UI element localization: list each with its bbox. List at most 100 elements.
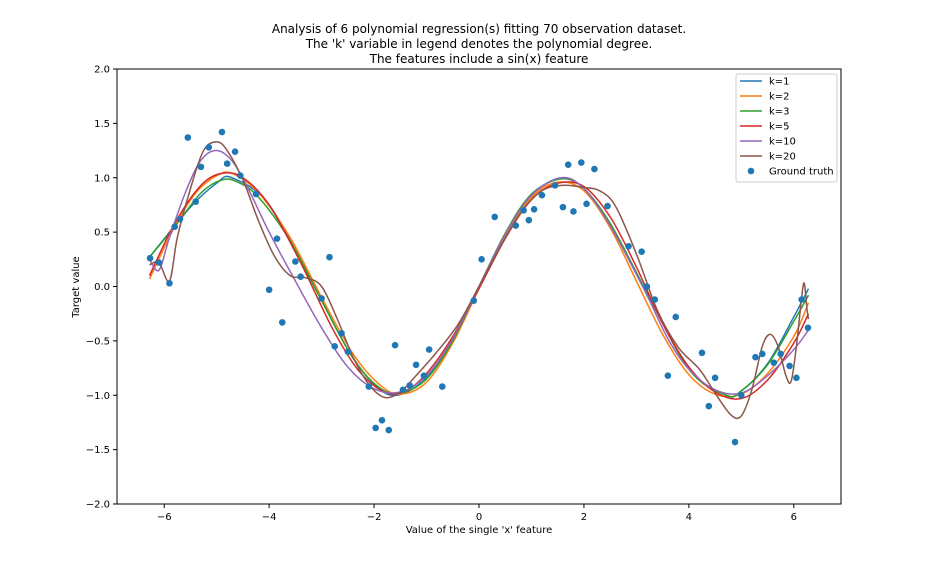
ground-truth-point bbox=[399, 386, 407, 394]
x-axis-label: Value of the single 'x' feature bbox=[406, 525, 553, 536]
ground-truth-point bbox=[171, 223, 179, 230]
y-tick-label: 2.0 bbox=[94, 65, 110, 76]
ground-truth-point bbox=[438, 383, 446, 390]
ground-truth-point bbox=[378, 416, 386, 424]
x-tick-label: −6 bbox=[157, 512, 172, 523]
ground-truth-point bbox=[425, 346, 433, 353]
ground-truth-point bbox=[470, 297, 478, 304]
ground-truth-point bbox=[564, 161, 572, 168]
y-tick-label: 0.0 bbox=[94, 282, 110, 293]
ground-truth-point bbox=[331, 343, 339, 350]
ground-truth-point bbox=[651, 296, 659, 303]
legend-label: Ground truth bbox=[769, 167, 834, 178]
y-tick-label: 1.0 bbox=[94, 173, 110, 184]
legend-label: k=3 bbox=[769, 107, 790, 118]
ground-truth-point bbox=[297, 273, 304, 281]
ground-truth-point bbox=[385, 426, 393, 434]
legend-box bbox=[735, 73, 838, 183]
ground-truth-point bbox=[478, 256, 485, 263]
ground-truth-point bbox=[391, 341, 399, 349]
ground-truth-point bbox=[218, 128, 226, 136]
ground-truth-point bbox=[525, 216, 533, 224]
ground-truth-point bbox=[273, 235, 281, 242]
ground-truth-point bbox=[292, 258, 299, 265]
y-tick-label: −1.5 bbox=[86, 445, 110, 456]
legend-dot-swatch bbox=[747, 167, 755, 175]
ground-truth-point bbox=[578, 159, 585, 166]
ground-truth-point bbox=[231, 148, 239, 155]
y-axis-label: Target value bbox=[71, 256, 82, 318]
ground-truth-point bbox=[551, 182, 559, 189]
series-line-5 bbox=[148, 149, 810, 395]
ground-truth-point bbox=[604, 202, 611, 210]
ground-truth-point bbox=[236, 172, 244, 179]
legend: k=1 k=2 k=3 k=5 k=10 k=20 Ground truth bbox=[735, 73, 838, 183]
ground-truth-point bbox=[155, 259, 163, 266]
title-line-3: The features include a sin(x) feature bbox=[369, 52, 589, 66]
title-line-1: Analysis of 6 polynomial regression(s) f… bbox=[272, 22, 686, 36]
y-tick-label: −0.5 bbox=[86, 336, 110, 347]
ground-truth-point bbox=[223, 160, 231, 167]
ground-truth-point bbox=[372, 424, 379, 432]
ground-truth-point bbox=[591, 165, 598, 173]
ground-truth-point bbox=[638, 248, 645, 255]
legend-label: k=20 bbox=[769, 152, 796, 163]
y-tick-label: −2.0 bbox=[86, 500, 110, 511]
x-tick-label: −2 bbox=[367, 512, 382, 523]
ground-truth-point bbox=[731, 438, 739, 446]
ground-truth-point bbox=[804, 324, 812, 332]
ground-truth-point bbox=[583, 200, 590, 208]
x-axis-ticks: −6 −4 −2 0 2 4 6 bbox=[157, 504, 797, 523]
ground-truth-point bbox=[326, 253, 333, 261]
y-tick-label: 1.5 bbox=[94, 119, 110, 130]
x-tick-label: 6 bbox=[791, 512, 797, 523]
ground-truth-point bbox=[491, 213, 499, 221]
ground-truth-point bbox=[793, 374, 800, 382]
chart-title: Analysis of 6 polynomial regression(s) f… bbox=[272, 22, 686, 66]
ground-truth-point bbox=[752, 353, 759, 361]
ground-truth-point bbox=[318, 295, 325, 302]
legend-label: k=1 bbox=[769, 77, 790, 88]
ground-truth-point bbox=[278, 319, 286, 326]
ground-truth-point bbox=[344, 348, 352, 356]
x-tick-label: 4 bbox=[686, 512, 692, 523]
ground-truth-point bbox=[166, 279, 173, 287]
ground-truth-point bbox=[512, 222, 520, 229]
ground-truth-point bbox=[176, 215, 184, 223]
ground-truth-point bbox=[338, 329, 345, 337]
ground-truth-point bbox=[570, 208, 577, 215]
ground-truth-point bbox=[672, 313, 680, 321]
ground-truth-point bbox=[406, 382, 414, 389]
ground-truth-point bbox=[365, 383, 373, 390]
scatter-points bbox=[146, 128, 812, 446]
y-axis-ticks: −2.0 −1.5 −1.0 −0.5 0.0 0.5 1.0 1.5 2.0 bbox=[86, 65, 117, 511]
ground-truth-point bbox=[559, 203, 567, 211]
ground-truth-point bbox=[412, 361, 420, 369]
ground-truth-point bbox=[664, 372, 672, 379]
ground-truth-point bbox=[705, 402, 713, 410]
ground-truth-point bbox=[184, 134, 192, 141]
legend-label: k=5 bbox=[769, 122, 790, 133]
legend-label: k=2 bbox=[769, 92, 790, 103]
ground-truth-point bbox=[197, 163, 205, 171]
y-tick-label: −1.0 bbox=[86, 391, 110, 402]
ground-truth-point bbox=[643, 283, 651, 290]
ground-truth-point bbox=[265, 286, 273, 294]
y-tick-label: 0.5 bbox=[94, 228, 110, 239]
ground-truth-point bbox=[192, 198, 199, 205]
ground-truth-point bbox=[738, 391, 745, 399]
ground-truth-point bbox=[770, 359, 778, 366]
ground-truth-point bbox=[711, 374, 719, 382]
ground-truth-point bbox=[538, 191, 546, 199]
x-tick-label: −4 bbox=[262, 512, 277, 523]
ground-truth-point bbox=[786, 362, 793, 370]
ground-truth-point bbox=[146, 254, 154, 262]
ground-truth-point bbox=[520, 207, 527, 214]
title-line-2: The 'k' variable in legend denotes the p… bbox=[305, 37, 653, 51]
ground-truth-point bbox=[252, 190, 260, 198]
ground-truth-point bbox=[205, 144, 213, 151]
ground-truth-point bbox=[777, 350, 784, 358]
ground-truth-point bbox=[798, 296, 805, 303]
